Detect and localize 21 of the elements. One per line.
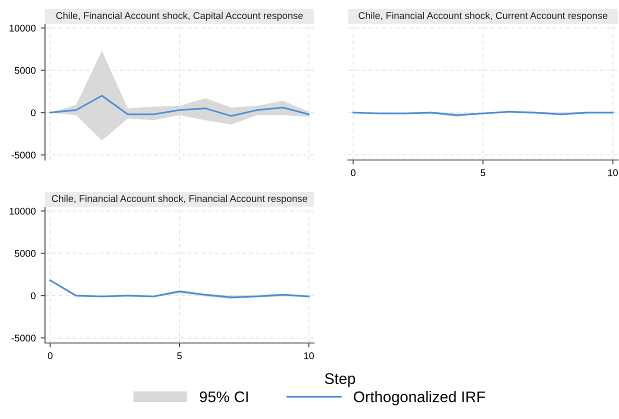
- text: 95% CI: [200, 391, 248, 402]
- y-tick-label: 0: [30, 109, 36, 116]
- x-tick-label: 5: [480, 169, 486, 176]
- legend-label: Orthogonalized IRF: [354, 391, 485, 406]
- x-tick-label: 10: [608, 169, 618, 176]
- x-tick-label: 10: [304, 352, 314, 360]
- chart-title: Chile, Financial Account shock, Financial Account response: [52, 194, 308, 204]
- chart-title: Chile, Financial Account shock, Current Account response: [358, 12, 608, 21]
- y-tick-label: 10000: [10, 208, 36, 215]
- y-tick-label: 0: [30, 292, 36, 300]
- y-tick-label: -5000: [12, 334, 36, 342]
- x-tick-label: 0: [48, 352, 52, 360]
- x-tick-label: 0: [350, 169, 356, 176]
- chart-title: Chile, Financial Account shock, Capital Account response: [56, 12, 303, 21]
- y-tick-label: -5000: [12, 152, 36, 159]
- y-tick-label: 5000: [14, 250, 36, 257]
- x-tick-label: 5: [177, 352, 182, 360]
- y-tick-label: 5000: [14, 67, 36, 74]
- line-series: [49, 94, 310, 117]
- y-tick-label: 10000: [10, 24, 36, 32]
- x-axis-title: Step: [324, 373, 356, 388]
